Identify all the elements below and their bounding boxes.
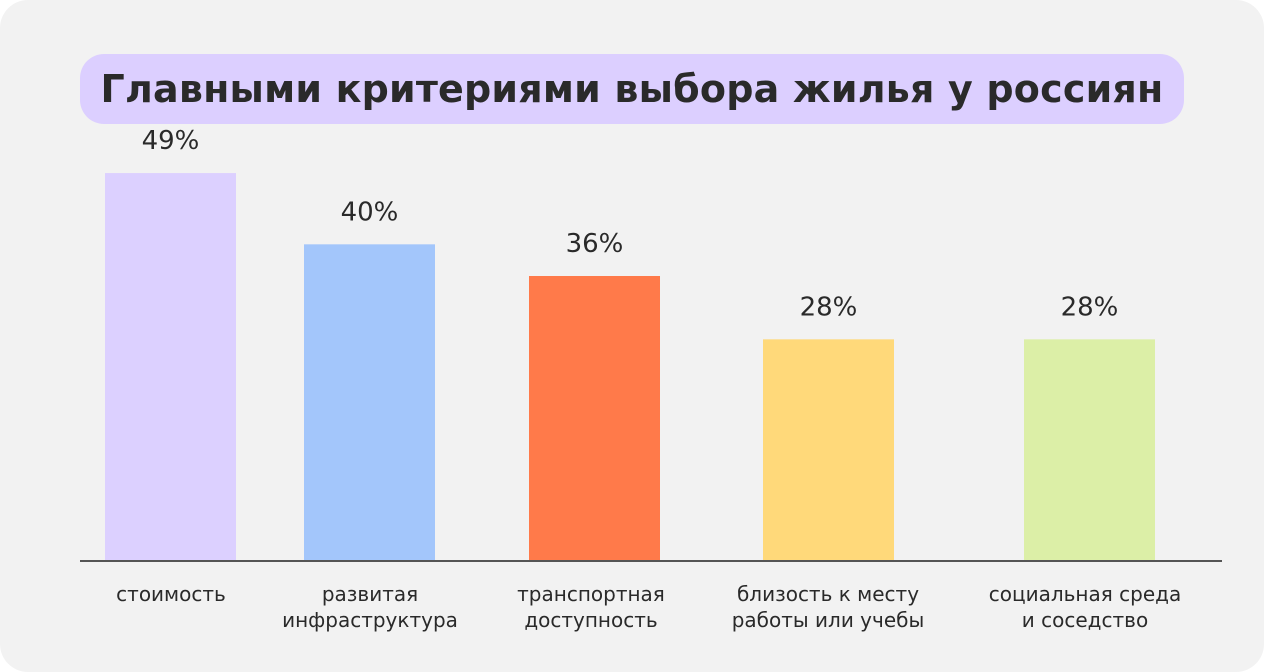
value-label-5: 28% <box>1061 292 1119 322</box>
value-label-4: 28% <box>800 292 858 322</box>
category-label-line: социальная среда <box>989 582 1181 606</box>
value-label-2: 40% <box>341 197 399 227</box>
value-label-1: 49% <box>142 126 200 156</box>
category-label-3: транспортная доступность <box>517 582 665 632</box>
bar-5 <box>1024 339 1155 561</box>
chart-title: Главными критериями выбора жилья у росси… <box>100 67 1164 111</box>
category-label-1: стоимость <box>116 582 226 606</box>
category-label-line: инфраструктура <box>282 608 458 632</box>
category-label-line: близость к месту <box>737 582 919 606</box>
category-label-2: развитая инфраструктура <box>282 582 458 632</box>
bar-1 <box>105 173 236 562</box>
bar-4 <box>763 339 894 561</box>
category-label-line: транспортная <box>517 582 665 606</box>
category-label-line: стоимость <box>116 582 226 606</box>
category-label-4: близость к месту работы или учебы <box>732 582 925 632</box>
category-label-line: и соседство <box>1022 608 1148 632</box>
category-label-line: работы или учебы <box>732 608 925 632</box>
category-label-line: доступность <box>524 608 657 632</box>
bar-2 <box>304 244 435 562</box>
category-label-5: социальная среда и соседство <box>989 582 1181 632</box>
title-banner: Главными критериями выбора жилья у росси… <box>80 54 1184 124</box>
value-label-3: 36% <box>566 229 624 259</box>
category-label-line: развитая <box>322 582 418 606</box>
bar-3 <box>529 276 660 561</box>
